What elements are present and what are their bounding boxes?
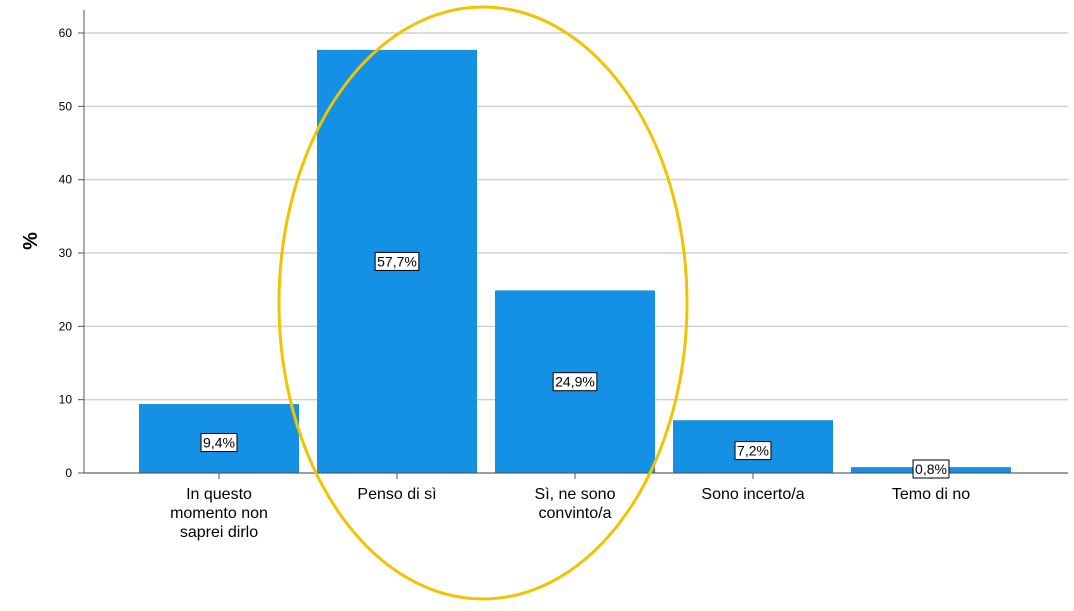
category-label: momento non [170,505,268,522]
data-label-box [200,433,238,453]
category-label: Temo di no [892,486,970,503]
data-label-text: 57,7% [377,253,417,269]
y-tick-label: 40 [59,173,73,187]
highlight-ellipse [277,5,689,601]
data-label-box [374,251,420,271]
y-tick-label: 60 [59,26,73,40]
data-label: 9,4% [200,433,238,453]
data-label-box [912,459,950,479]
category-label: Penso di sì [357,486,436,503]
y-tick-label: 10 [59,393,73,407]
y-tick-label: 30 [59,246,73,260]
category-label: Sì, ne sono [535,486,616,503]
category-label: Sono incerto/a [701,486,804,503]
data-label-text: 0,8% [915,461,947,477]
data-label: 7,2% [734,441,772,461]
data-label-text: 24,9% [555,374,595,390]
data-label: 24,9% [552,372,598,392]
y-axis-label: % [20,232,42,250]
category-label: convinto/a [539,505,612,522]
category-label: saprei dirlo [180,524,258,541]
y-tick-label: 0 [65,466,72,480]
data-label-text: 9,4% [203,435,235,451]
y-tick-label: 20 [59,319,73,333]
category-label: In questo [186,486,252,503]
data-label-box [552,372,598,392]
data-label-box [734,441,772,461]
data-label: 0,8% [912,459,950,479]
data-label-text: 7,2% [737,443,769,459]
y-tick-label: 50 [59,99,73,113]
data-label: 57,7% [374,251,420,271]
